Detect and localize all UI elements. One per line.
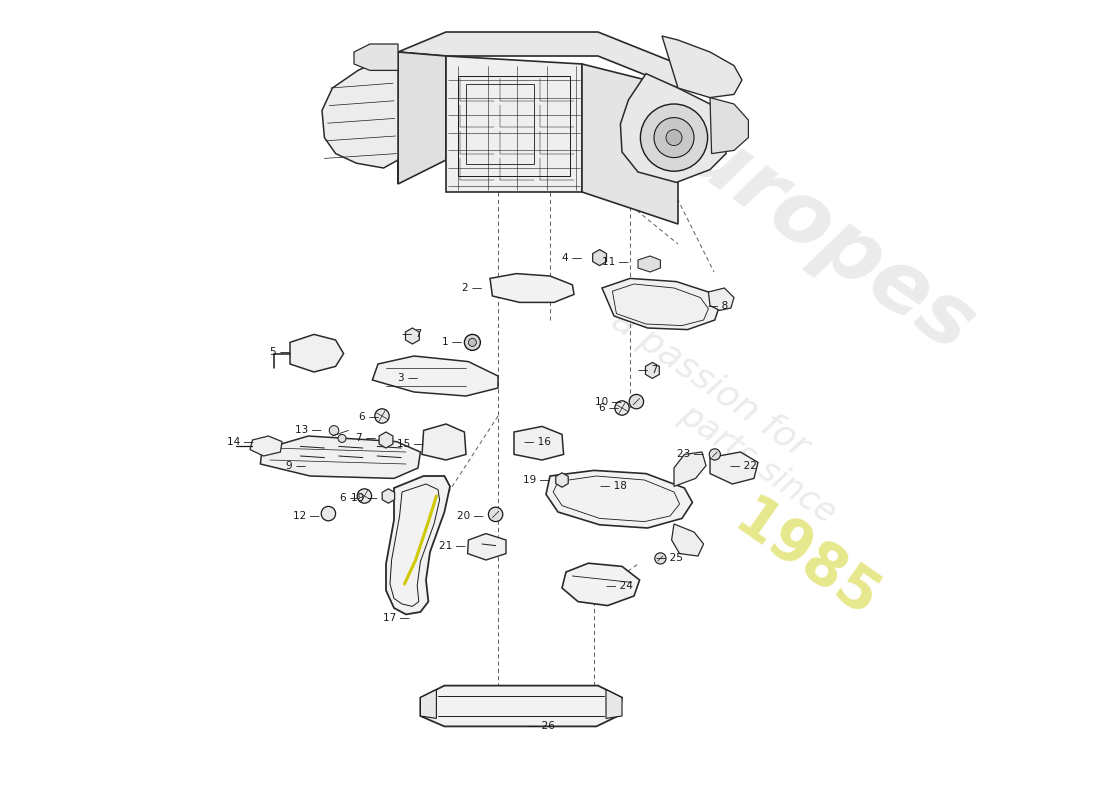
Text: 1985: 1985	[723, 490, 889, 630]
Circle shape	[640, 104, 707, 171]
Text: parts since: parts since	[673, 398, 843, 530]
Polygon shape	[420, 690, 437, 718]
Text: 19 —: 19 —	[351, 493, 378, 502]
Polygon shape	[638, 256, 660, 272]
Text: — 18: — 18	[600, 481, 627, 490]
Text: 7 —: 7 —	[356, 433, 376, 442]
Polygon shape	[406, 328, 419, 344]
Text: 19 —: 19 —	[524, 475, 550, 485]
Text: — 24: — 24	[606, 581, 632, 590]
Polygon shape	[373, 356, 498, 396]
Circle shape	[358, 489, 372, 503]
Text: 1 —: 1 —	[442, 338, 462, 347]
Polygon shape	[290, 334, 343, 372]
Text: 20 —: 20 —	[456, 511, 484, 521]
Polygon shape	[379, 432, 393, 448]
Text: 2 —: 2 —	[462, 283, 482, 293]
Polygon shape	[672, 524, 704, 556]
Polygon shape	[582, 64, 678, 224]
Polygon shape	[646, 362, 659, 378]
Circle shape	[464, 334, 481, 350]
Text: — 26: — 26	[528, 721, 554, 730]
Circle shape	[375, 409, 389, 423]
Polygon shape	[556, 473, 569, 487]
Text: — 8: — 8	[707, 302, 728, 311]
Circle shape	[469, 338, 476, 346]
Polygon shape	[674, 452, 706, 486]
Text: 21 —: 21 —	[439, 541, 466, 550]
Text: 15 —: 15 —	[397, 439, 424, 449]
Text: 14 —: 14 —	[227, 437, 254, 446]
Polygon shape	[546, 470, 692, 528]
Circle shape	[666, 130, 682, 146]
Polygon shape	[422, 424, 466, 460]
Polygon shape	[420, 686, 621, 726]
Polygon shape	[662, 36, 742, 98]
Text: 12 —: 12 —	[293, 511, 320, 521]
Polygon shape	[446, 56, 582, 192]
Text: — 7: — 7	[402, 329, 422, 338]
Polygon shape	[593, 250, 606, 266]
Text: 10 —: 10 —	[595, 397, 621, 406]
Circle shape	[710, 449, 720, 460]
Circle shape	[321, 506, 336, 521]
Text: — 22: — 22	[730, 462, 757, 471]
Text: 3 —: 3 —	[398, 374, 418, 383]
Circle shape	[488, 507, 503, 522]
Polygon shape	[398, 32, 678, 88]
Polygon shape	[261, 436, 420, 478]
Text: 6 —: 6 —	[340, 493, 361, 502]
Polygon shape	[710, 98, 748, 154]
Polygon shape	[250, 436, 282, 456]
Circle shape	[654, 553, 666, 564]
Polygon shape	[562, 563, 639, 606]
Polygon shape	[322, 52, 398, 184]
Polygon shape	[514, 426, 563, 460]
Circle shape	[654, 118, 694, 158]
Polygon shape	[490, 274, 574, 302]
Text: 17 —: 17 —	[383, 613, 410, 622]
Text: 5 —: 5 —	[270, 347, 290, 357]
Polygon shape	[620, 74, 726, 182]
Text: 9 —: 9 —	[286, 461, 306, 470]
Text: 4 —: 4 —	[562, 254, 582, 263]
Polygon shape	[386, 476, 450, 614]
Text: 6 —: 6 —	[360, 412, 379, 422]
Polygon shape	[708, 288, 734, 310]
Circle shape	[629, 394, 644, 409]
Polygon shape	[468, 534, 506, 560]
Text: 13 —: 13 —	[295, 426, 322, 435]
Polygon shape	[710, 452, 758, 484]
Polygon shape	[602, 278, 719, 330]
Circle shape	[329, 426, 339, 435]
Text: 23 —: 23 —	[676, 450, 704, 459]
Text: europes: europes	[621, 78, 991, 370]
Text: 6 —: 6 —	[598, 403, 619, 413]
Polygon shape	[382, 489, 395, 503]
Polygon shape	[398, 52, 446, 184]
Circle shape	[338, 434, 346, 442]
Circle shape	[615, 401, 629, 415]
Text: — 25: — 25	[657, 554, 683, 563]
Text: — 7: — 7	[638, 366, 658, 375]
Polygon shape	[354, 44, 398, 70]
Polygon shape	[606, 690, 621, 718]
Text: 11 —: 11 —	[602, 258, 628, 267]
Text: — 16: — 16	[525, 437, 551, 446]
Text: a passion for: a passion for	[605, 303, 815, 465]
